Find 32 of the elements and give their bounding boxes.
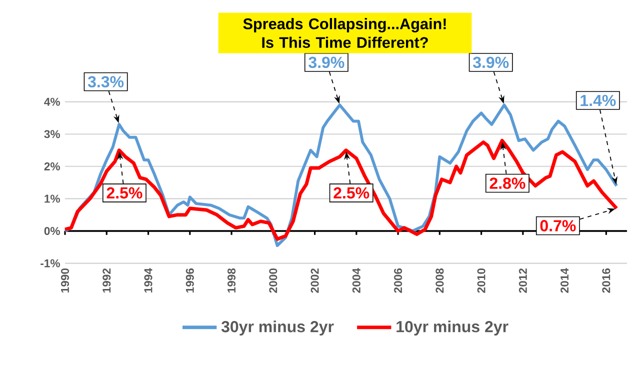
x-tick-label: 2006 (394, 268, 402, 293)
x-tick-label: 1996 (186, 268, 194, 293)
annotation: 3.3% (88, 76, 124, 88)
x-tick-label: 1994 (144, 268, 152, 293)
annotation: 2.8% (490, 178, 526, 189)
x-tick-label: 2000 (269, 268, 278, 293)
x-tick-label: 2008 (436, 268, 444, 293)
y-tick-label: 0% (44, 226, 60, 236)
chart-title: Spreads Collapsing...Again! Is This Time Different? (243, 18, 446, 48)
annotation: 0.7% (540, 220, 576, 232)
annotation: 3.9% (308, 56, 344, 68)
y-tick-label: 4% (44, 98, 60, 106)
annotation: 2.5% (334, 187, 370, 199)
y-tick-label: -1% (40, 259, 60, 268)
x-tick-label: 2010 (477, 268, 486, 293)
annotation: 2.5% (106, 187, 142, 199)
x-tick-label: 2012 (518, 268, 527, 293)
y-tick-label: 3% (44, 130, 60, 138)
x-tick-label: 2002 (310, 268, 319, 293)
x-tick-label: 1992 (102, 268, 111, 293)
x-tick-label: 1998 (228, 268, 236, 293)
legend-label: 10yr minus 2yr (396, 320, 508, 336)
annotation: 3.9% (473, 56, 509, 68)
legend-label: 30yr minus 2yr (221, 320, 334, 336)
y-tick-label: 1% (44, 194, 60, 203)
x-tick-label: 2004 (352, 268, 360, 293)
y-tick-label: 2% (44, 162, 60, 170)
line-series (63, 138, 618, 241)
x-tick-label: 2014 (560, 268, 569, 293)
x-tick-label: 2016 (602, 268, 610, 293)
annotation: 1.4% (580, 94, 616, 106)
x-tick-label: 1990 (61, 268, 70, 293)
